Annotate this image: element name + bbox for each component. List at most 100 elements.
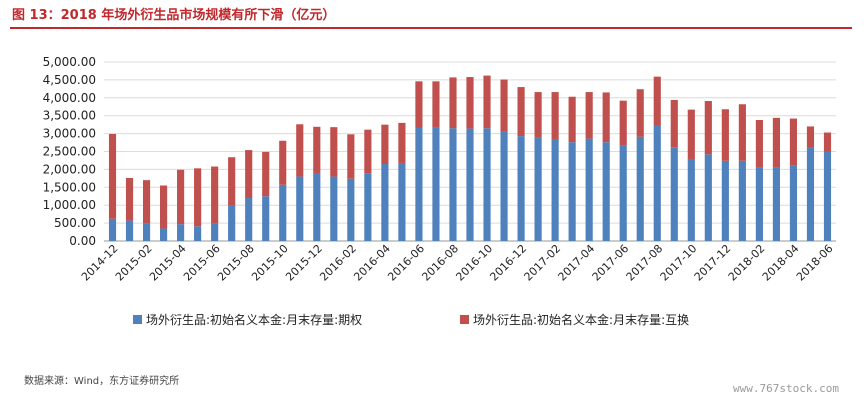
bar-options	[517, 136, 525, 241]
bar-options	[330, 176, 338, 241]
bar-swaps	[568, 96, 576, 143]
bar-options	[806, 147, 815, 241]
chart-title: 图 13：2018 年场外衍生品市场规模有所下滑（亿元）	[12, 8, 336, 23]
y-tick-label: 3,000.00	[43, 127, 96, 141]
bar-options	[738, 160, 746, 241]
y-tick-label: 1,000.00	[43, 198, 96, 212]
bar-options	[142, 223, 151, 241]
bar-swaps	[687, 109, 695, 160]
stacked-bar-chart: 0.00 500.00 1,000.00 1,500.00 2,000.00 2,500.…	[43, 55, 836, 327]
x-tick-label: 2016-02	[317, 242, 359, 284]
y-tick-label: 5,000.00	[43, 55, 96, 69]
x-tick-label: 2017-12	[692, 242, 734, 284]
bar-swaps	[108, 133, 117, 219]
bar-options	[602, 142, 610, 241]
y-tick-label: 500.00	[54, 216, 96, 230]
x-tick-label: 2018-04	[760, 242, 802, 284]
bar-options	[551, 138, 559, 241]
x-tick-label: 2018-06	[794, 242, 836, 284]
bar-swaps	[279, 140, 287, 185]
y-tick-label: 2,000.00	[43, 162, 96, 176]
bar-swaps	[823, 132, 832, 152]
bar-options	[772, 167, 780, 241]
bar-options	[108, 218, 117, 241]
bar-swaps	[177, 169, 185, 225]
legend-swatch-swaps	[460, 315, 469, 324]
bar-options	[279, 184, 287, 241]
bar-options	[636, 136, 644, 241]
y-tick-label: 4,500.00	[43, 73, 96, 87]
bar-swaps	[619, 100, 627, 146]
bar-swaps	[228, 157, 236, 206]
x-tick-label: 2017-04	[556, 242, 598, 284]
watermark: www.767stock.com	[733, 382, 839, 395]
x-tick-label: 2015-06	[181, 242, 223, 284]
bar-swaps	[789, 118, 798, 166]
bar-options	[500, 131, 508, 241]
bar-options	[653, 125, 661, 241]
bar-swaps	[602, 92, 610, 143]
bar-options	[789, 165, 798, 241]
bar-options	[534, 137, 542, 241]
bar-swaps	[670, 99, 678, 148]
bar-swaps	[483, 75, 491, 129]
bar-swaps	[296, 124, 304, 177]
bar-options	[704, 154, 712, 241]
x-tick-label: 2016-10	[453, 242, 495, 284]
bar-swaps	[364, 129, 372, 174]
bar-swaps	[160, 185, 168, 229]
bar-options	[432, 127, 440, 241]
bar-swaps	[738, 104, 746, 161]
bar-swaps	[466, 77, 474, 129]
bar-swaps	[125, 177, 134, 221]
bar-options	[449, 128, 457, 241]
bar-swaps	[245, 150, 253, 199]
bar-swaps	[500, 79, 508, 132]
bar-swaps	[517, 87, 525, 137]
bar-options	[568, 142, 576, 241]
bar-swaps	[449, 77, 457, 129]
bar-options	[398, 162, 406, 241]
bar-swaps	[806, 126, 815, 148]
x-tick-label: 2014-12	[79, 242, 121, 284]
y-tick-label: 0.00	[69, 234, 96, 248]
legend-label-options: 场外衍生品:初始名义本金:月末存量:期权	[146, 312, 362, 327]
x-tick-label: 2018-02	[726, 242, 768, 284]
bar-options	[160, 228, 168, 241]
bar-options	[125, 220, 134, 241]
x-tick-label: 2016-12	[487, 242, 529, 284]
title-divider	[10, 27, 852, 29]
bar-swaps	[142, 180, 151, 224]
bar-options	[755, 167, 763, 241]
bar-options	[364, 173, 372, 241]
y-tick-label: 3,500.00	[43, 109, 96, 123]
y-tick-label: 1,500.00	[43, 180, 96, 194]
x-tick-label: 2017-10	[658, 242, 700, 284]
y-tick-label: 4,000.00	[43, 91, 96, 105]
bar-options	[262, 196, 270, 241]
bar-options	[823, 151, 832, 241]
x-tick-label: 2017-02	[522, 242, 564, 284]
y-tick-label: 2,500.00	[43, 145, 96, 159]
bar-swaps	[704, 101, 712, 155]
bar-swaps	[211, 166, 219, 224]
bar-swaps	[772, 117, 780, 168]
bar-options	[619, 145, 627, 241]
bar-swaps	[330, 127, 338, 177]
bar-swaps	[262, 151, 270, 197]
bar-swaps	[585, 92, 593, 139]
bar-options	[381, 164, 389, 241]
x-tick-label: 2017-08	[624, 242, 666, 284]
bar-swaps	[721, 109, 729, 161]
bar-swaps	[534, 92, 542, 138]
bar-options	[466, 128, 474, 241]
bar-swaps	[551, 92, 559, 139]
x-tick-label: 2015-02	[113, 242, 155, 284]
bar-options	[313, 172, 321, 241]
legend-label-swaps: 场外衍生品:初始名义本金:月末存量:互换	[473, 312, 689, 327]
bar-options	[245, 198, 253, 241]
bar-options	[483, 128, 491, 241]
bar-swaps	[653, 76, 661, 126]
x-tick-label: 2016-04	[351, 242, 393, 284]
legend-swatch-options	[133, 315, 142, 324]
